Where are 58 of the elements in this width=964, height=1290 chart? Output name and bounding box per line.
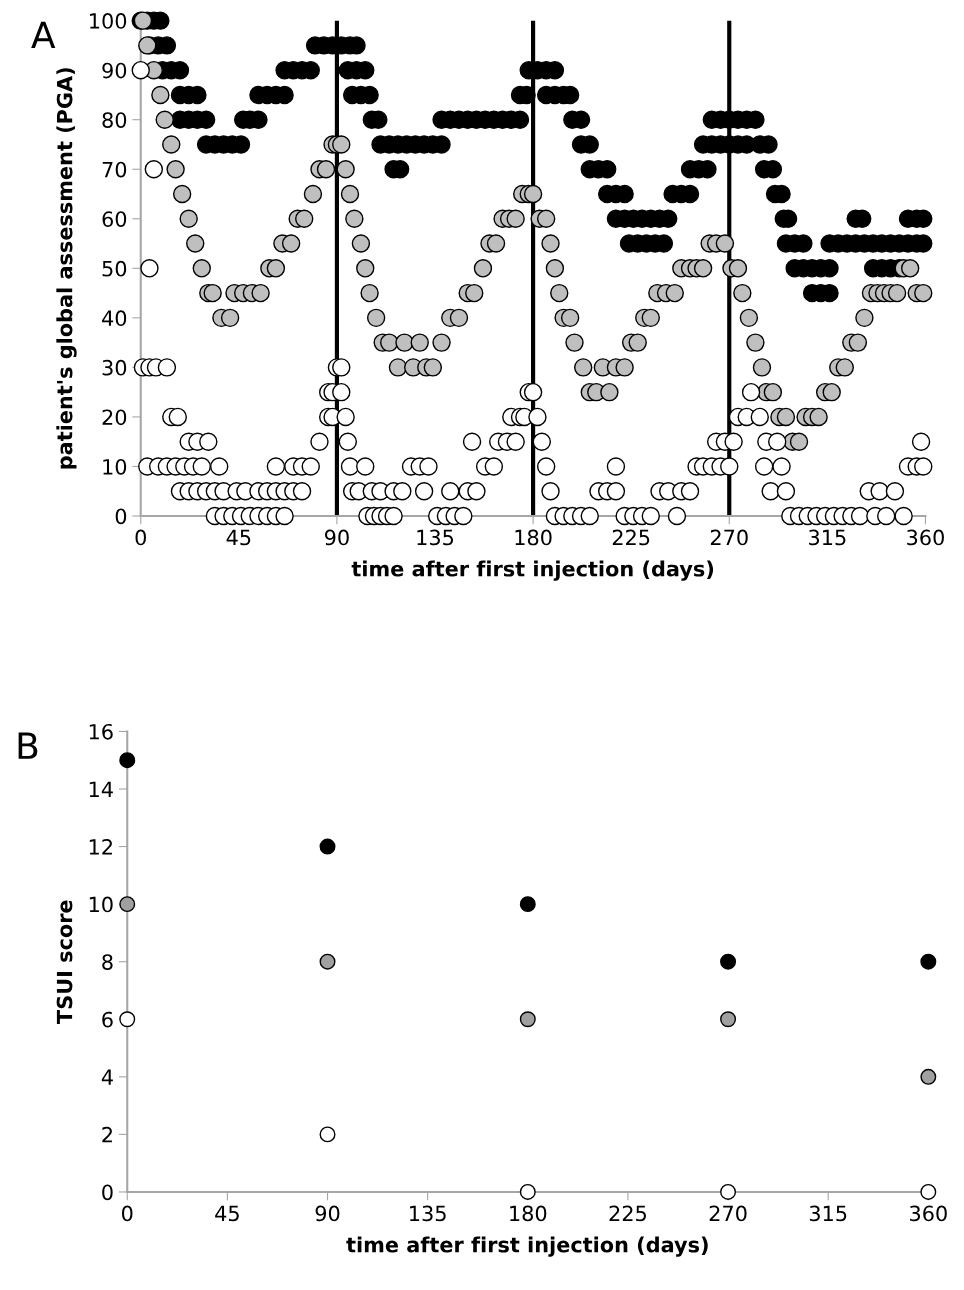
point: [720, 953, 737, 970]
x-tick-label: 225: [612, 529, 650, 546]
point: [519, 896, 536, 913]
x-tick-label: 270: [710, 529, 748, 546]
point: [119, 896, 136, 913]
y-tick-label: 0: [102, 1184, 113, 1201]
x-tick-label: 135: [417, 529, 454, 546]
y-tick-label: 12: [89, 839, 112, 855]
point: [119, 752, 136, 769]
y-tick-label: 10: [103, 458, 127, 475]
x-tick-label: 0: [135, 529, 146, 546]
x-tick-label: 90: [315, 1205, 340, 1222]
x-axis-title: time after first injection (days): [346, 1236, 708, 1257]
point: [519, 1183, 536, 1200]
point: [920, 1068, 937, 1085]
y-tick-label: 10: [89, 896, 113, 913]
point: [720, 1183, 737, 1200]
y-axis-title: patient's global assessment (PGA): [56, 68, 77, 469]
y-tick-label: 60: [102, 211, 127, 227]
y-tick-label: 20: [102, 409, 127, 426]
point: [720, 1011, 737, 1028]
text: B: [18, 732, 38, 759]
x-tick-label: 225: [609, 1205, 646, 1222]
y-tick-label: 4: [101, 1069, 113, 1085]
x-tick-label: 45: [226, 529, 251, 546]
y-tick-label: 14: [89, 781, 113, 797]
point: [519, 1011, 536, 1028]
point: [119, 1011, 136, 1028]
x-tick-label: 45: [215, 1205, 239, 1222]
x-axis-title: time after first injection (days): [351, 560, 714, 581]
x-tick-label: 90: [324, 529, 349, 546]
point: [920, 953, 937, 970]
y-tick-label: 90: [102, 62, 127, 79]
y-tick-label: 70: [102, 161, 127, 178]
x-tick-label: 180: [515, 529, 552, 546]
x-tick-label: 360: [910, 1205, 947, 1222]
text: A: [31, 21, 56, 49]
y-tick-label: 50: [102, 260, 127, 277]
y-tick-label: 2: [102, 1126, 112, 1143]
y-tick-label: 0: [115, 508, 127, 525]
y-tick-label: 30: [102, 359, 127, 376]
y-tick-label: 40: [102, 310, 127, 327]
y-tick-label: 6: [102, 1011, 113, 1028]
point: [319, 1126, 336, 1143]
point: [319, 838, 336, 855]
x-tick-label: 315: [809, 529, 846, 546]
x-tick-label: 270: [709, 1205, 747, 1222]
y-tick-label: 8: [102, 954, 113, 970]
point: [920, 1183, 937, 1200]
x-tick-label: 360: [907, 529, 944, 546]
x-tick-label: 315: [809, 1205, 847, 1222]
y-tick-label: 16: [89, 723, 113, 740]
x-tick-label: 135: [410, 1205, 446, 1222]
y-tick-label: 80: [102, 112, 127, 128]
y-axis-title: TSUI score: [56, 900, 73, 1024]
point: [319, 953, 336, 970]
x-tick-label: 180: [510, 1205, 547, 1222]
y-tick-label: 100: [90, 13, 127, 29]
